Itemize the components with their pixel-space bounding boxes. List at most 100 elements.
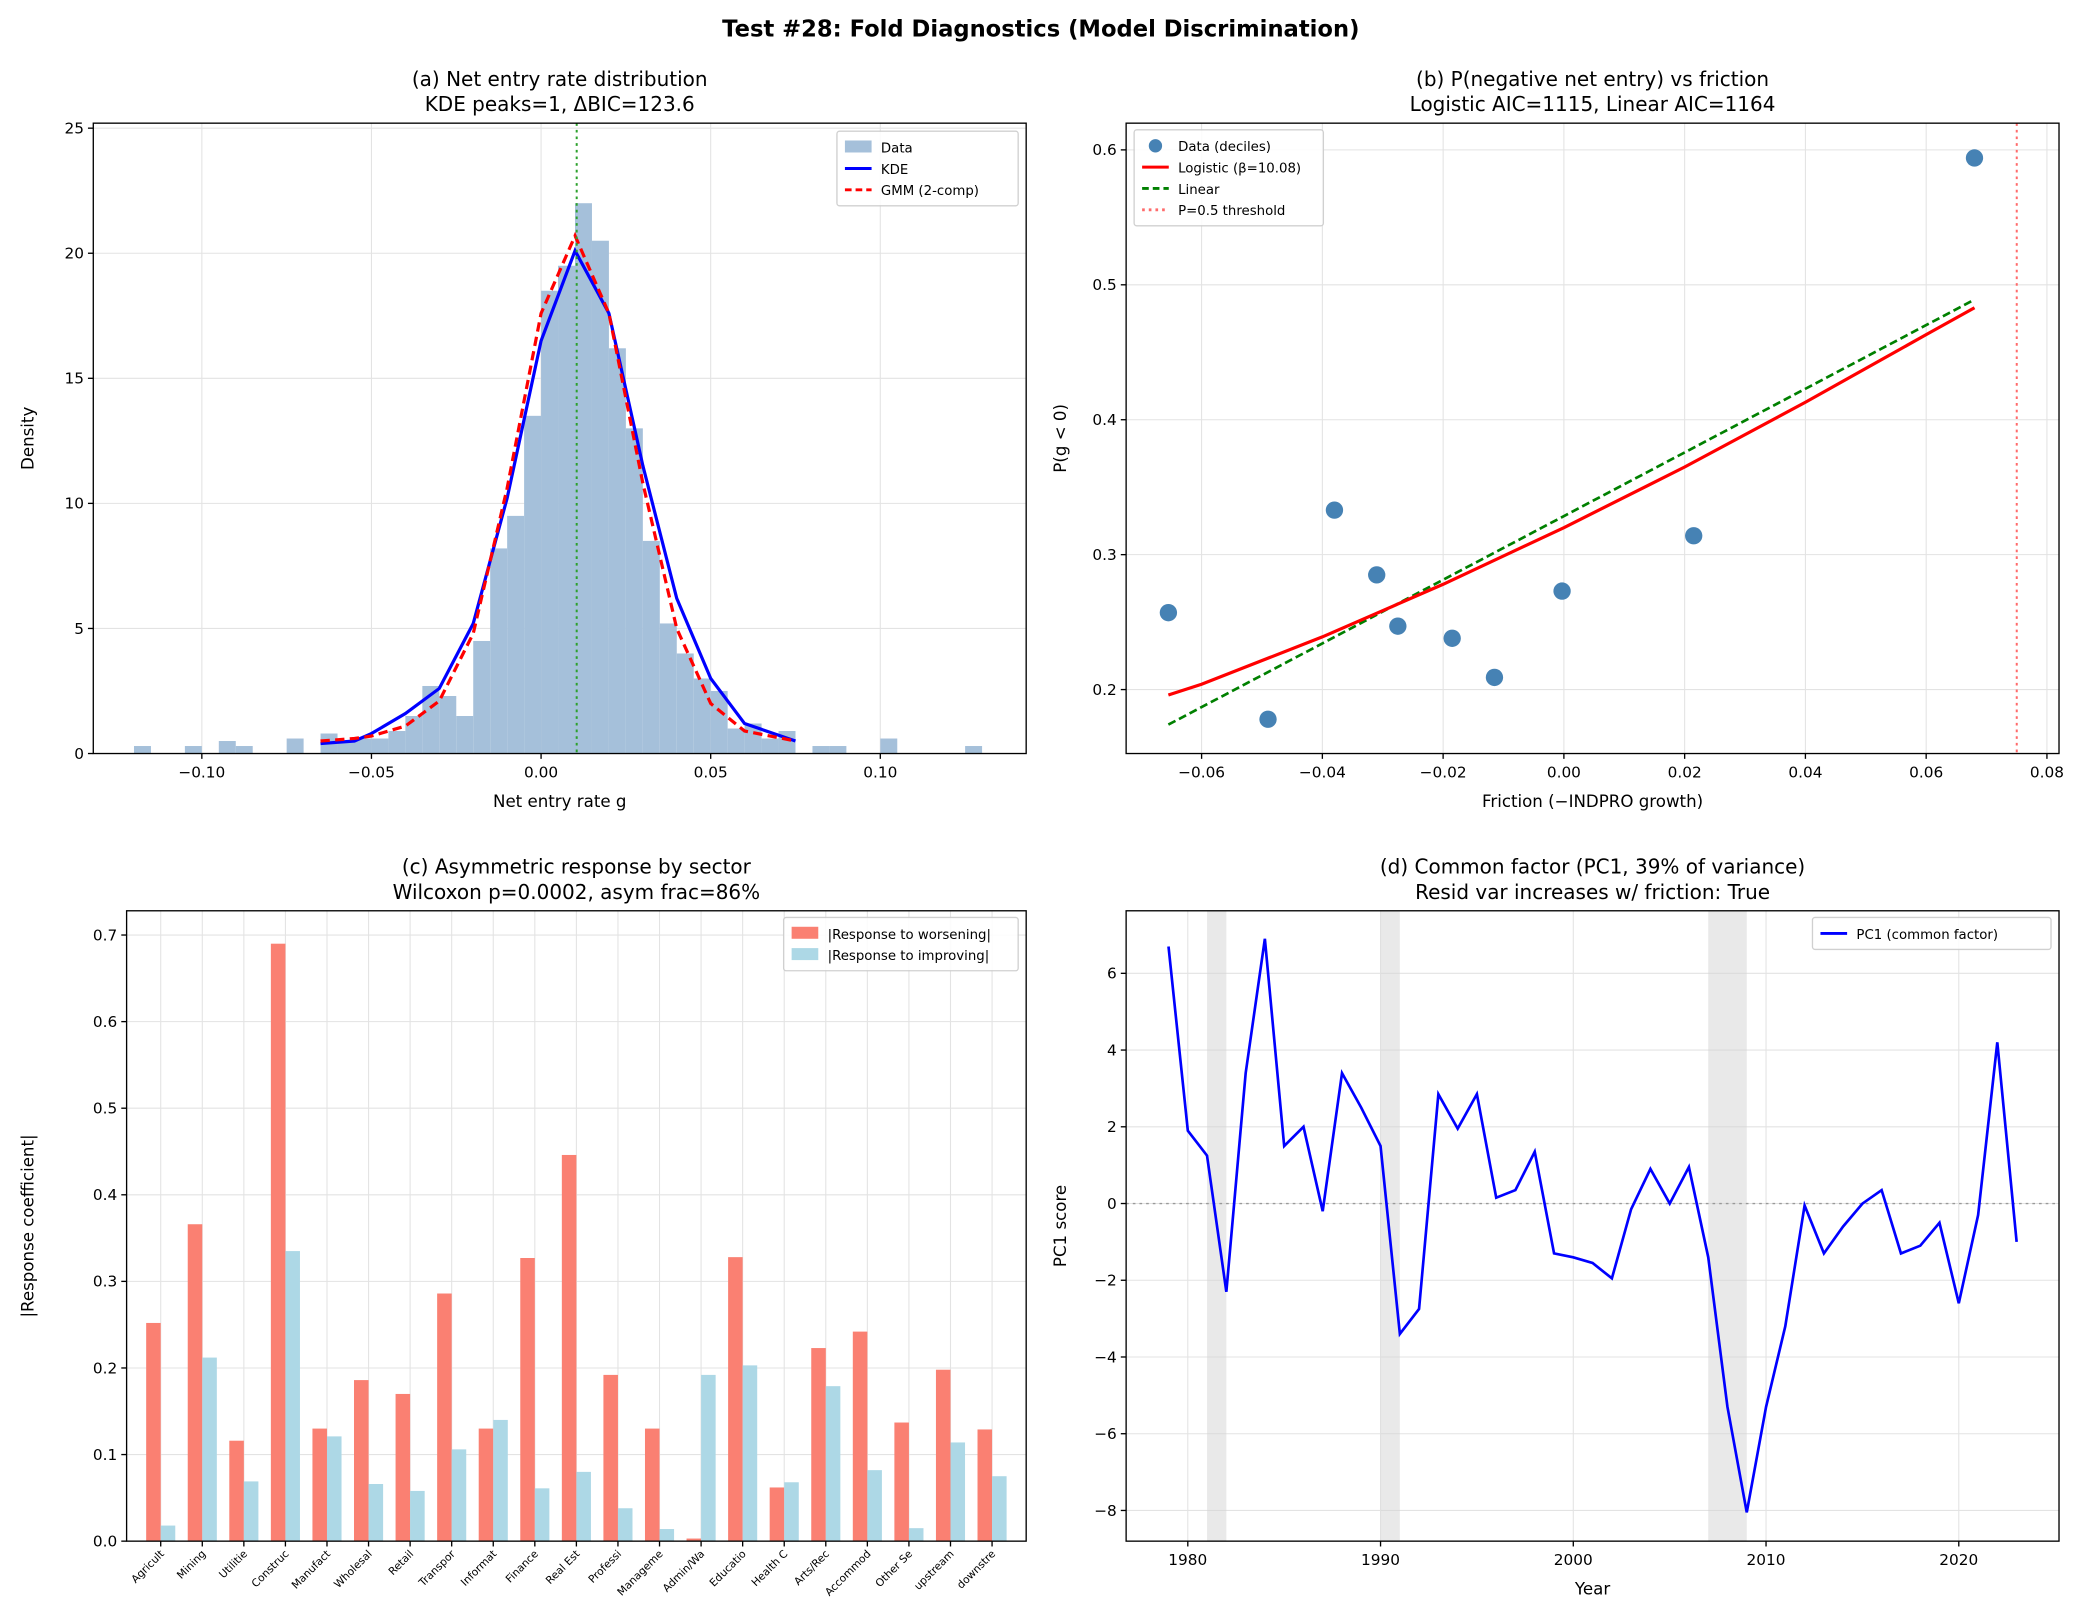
bar-improving xyxy=(451,1449,467,1542)
bar-improving xyxy=(742,1365,758,1542)
x-tick-label: Utilitie xyxy=(216,1547,250,1581)
bar-improving xyxy=(908,1528,924,1542)
bar-improving xyxy=(368,1484,384,1542)
x-tick-label: 0.02 xyxy=(1668,764,1702,782)
y-tick-label: 0.3 xyxy=(93,1273,117,1291)
histogram-bar xyxy=(405,716,423,754)
legend-box xyxy=(1811,916,2052,951)
panel-subtitle: Resid var increases w/ friction: True xyxy=(1415,880,1770,904)
x-axis-label: Net entry rate g xyxy=(493,792,626,811)
bar-improving xyxy=(326,1436,342,1542)
y-tick-label: −2 xyxy=(1094,1272,1117,1290)
bar-worsening xyxy=(354,1380,369,1542)
x-tick-label: −0.04 xyxy=(1299,764,1346,782)
bar-worsening xyxy=(769,1487,785,1542)
legend-box xyxy=(1133,129,1325,227)
y-tick-label: 0.5 xyxy=(93,1100,117,1118)
bar-improving xyxy=(202,1357,217,1542)
panel-b-scatter: (b) P(negative net entry) vs frictionLog… xyxy=(1051,67,2064,811)
bar-worsening xyxy=(935,1369,951,1542)
x-tick-label: Manufact xyxy=(289,1547,333,1591)
histogram-bar xyxy=(880,738,898,754)
data-point xyxy=(1553,582,1571,600)
recession-shade xyxy=(1380,910,1400,1542)
histogram-bar xyxy=(371,738,389,754)
histogram-bar xyxy=(337,741,355,754)
panel-title: (d) Common factor (PC1, 39% of variance) xyxy=(1380,854,1805,878)
x-tick-label: −0.10 xyxy=(178,764,225,782)
x-tick-label: Construc xyxy=(249,1547,292,1590)
legend-label: Linear xyxy=(1178,183,1220,198)
kde-line xyxy=(320,246,797,746)
data-point xyxy=(1685,527,1703,545)
histogram-bar xyxy=(812,746,830,754)
bar-improving xyxy=(160,1525,176,1542)
histogram-bar xyxy=(761,738,779,754)
data-point xyxy=(1485,668,1504,687)
pc1-line xyxy=(1167,938,2018,1513)
histogram-bar xyxy=(456,716,474,754)
y-tick-label: 0.6 xyxy=(93,1013,117,1031)
y-tick-label: 15 xyxy=(64,370,83,388)
legend-label: Data xyxy=(881,141,913,156)
bar-worsening xyxy=(229,1440,244,1542)
bar-worsening xyxy=(520,1258,535,1542)
x-tick-label: Retail xyxy=(386,1547,416,1577)
y-axis-label: Density xyxy=(18,407,37,470)
bar-worsening xyxy=(852,1331,868,1542)
x-tick-label: upstream xyxy=(911,1547,956,1592)
x-tick-label: 2010 xyxy=(1747,1551,1786,1569)
bar-worsening xyxy=(312,1428,327,1542)
legend-swatch xyxy=(844,140,872,153)
bar-worsening xyxy=(561,1154,577,1542)
x-tick-label: Real Est xyxy=(543,1547,582,1586)
bar-improving xyxy=(410,1490,425,1542)
x-tick-label: 0.05 xyxy=(694,764,728,782)
x-tick-label: Agricult xyxy=(129,1547,167,1585)
panel-d-line: (d) Common factor (PC1, 39% of variance)… xyxy=(1051,854,2060,1598)
bar-improving xyxy=(576,1471,591,1542)
histogram-bar xyxy=(727,728,745,754)
suptitle: Test #28: Fold Diagnostics (Model Discri… xyxy=(722,17,1359,43)
x-tick-label: 0.06 xyxy=(1909,764,1943,782)
histogram-bar xyxy=(490,548,508,754)
y-tick-label: 0 xyxy=(1107,1195,1117,1213)
bar-improving xyxy=(285,1251,300,1542)
y-tick-label: 25 xyxy=(64,119,83,137)
bar-worsening xyxy=(603,1374,618,1542)
histogram-bar xyxy=(693,678,711,754)
panel-title: (a) Net entry rate distribution xyxy=(412,67,708,91)
x-tick-label: Admin/Wa xyxy=(660,1547,707,1594)
legend-label: GMM (2-comp) xyxy=(881,184,979,199)
histogram-bar xyxy=(218,741,236,754)
x-tick-label: 2020 xyxy=(1939,1551,1978,1569)
panel-subtitle: Logistic AIC=1115, Linear AIC=1164 xyxy=(1410,92,1776,116)
histogram-bar xyxy=(354,738,372,754)
bar-improving xyxy=(950,1442,966,1542)
recession-shade xyxy=(1708,910,1747,1542)
bar-worsening xyxy=(437,1293,452,1542)
x-tick-label: −0.02 xyxy=(1420,764,1467,782)
x-tick-label: 0.00 xyxy=(1547,764,1581,782)
legend-label: Data (deciles) xyxy=(1178,140,1271,155)
legend-label: PC1 (common factor) xyxy=(1856,928,1998,943)
panel-subtitle: KDE peaks=1, ΔBIC=123.6 xyxy=(425,92,695,116)
x-tick-label: Arts/Rec xyxy=(791,1547,832,1588)
bar-worsening xyxy=(187,1224,203,1542)
y-tick-label: 10 xyxy=(64,495,83,513)
y-tick-label: 2 xyxy=(1107,1118,1117,1136)
data-point xyxy=(1325,501,1344,519)
histogram-bar xyxy=(642,540,660,754)
linear-fit-line xyxy=(1167,298,1976,726)
x-tick-label: 2000 xyxy=(1554,1551,1593,1569)
histogram-bar xyxy=(591,240,609,754)
panel-title: (c) Asymmetric response by sector xyxy=(402,854,752,878)
x-axis-label: Year xyxy=(1574,1579,1610,1598)
histogram-bar xyxy=(558,265,575,754)
x-tick-label: Wholesal xyxy=(331,1547,374,1590)
histogram-bar xyxy=(710,690,728,754)
y-axis-label: P(g < 0) xyxy=(1051,404,1070,473)
histogram-bar xyxy=(608,348,626,754)
y-tick-label: −4 xyxy=(1094,1348,1117,1366)
